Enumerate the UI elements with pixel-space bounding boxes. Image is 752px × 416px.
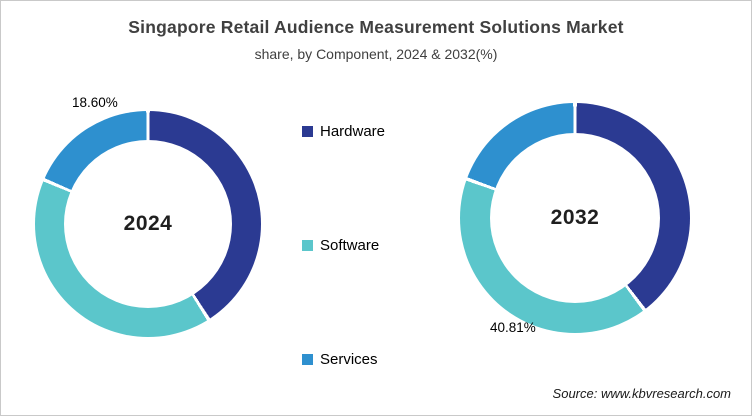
donut-hole-2024: 2024 — [64, 140, 232, 308]
donut-chart-2032: 2032 — [460, 103, 690, 333]
legend-item-services: Services — [302, 350, 378, 368]
data-label-2032-software: 40.81% — [490, 320, 536, 335]
legend-item-software: Software — [302, 236, 379, 254]
legend-item-hardware: Hardware — [302, 122, 385, 140]
chart-title: Singapore Retail Audience Measurement So… — [128, 17, 624, 37]
data-label-2024-services: 18.60% — [72, 95, 118, 110]
chart-subtitle: share, by Component, 2024 & 2032(%) — [254, 46, 498, 62]
legend-label-hardware: Hardware — [320, 122, 386, 140]
legend-label-services: Services — [320, 350, 378, 368]
center-year-label-2024: 2024 — [123, 212, 173, 235]
legend-swatch-hardware-icon — [302, 125, 313, 137]
legend-swatch-software-icon — [302, 239, 313, 251]
donut-chart-2024: 2024 — [35, 111, 261, 337]
source-note: Source: www.kbvresearch.com — [552, 386, 731, 401]
donut-hole-2032: 2032 — [490, 133, 660, 303]
center-year-label-2032: 2032 — [550, 206, 600, 229]
legend-swatch-services-icon — [302, 353, 313, 365]
legend-label-software: Software — [320, 236, 380, 254]
